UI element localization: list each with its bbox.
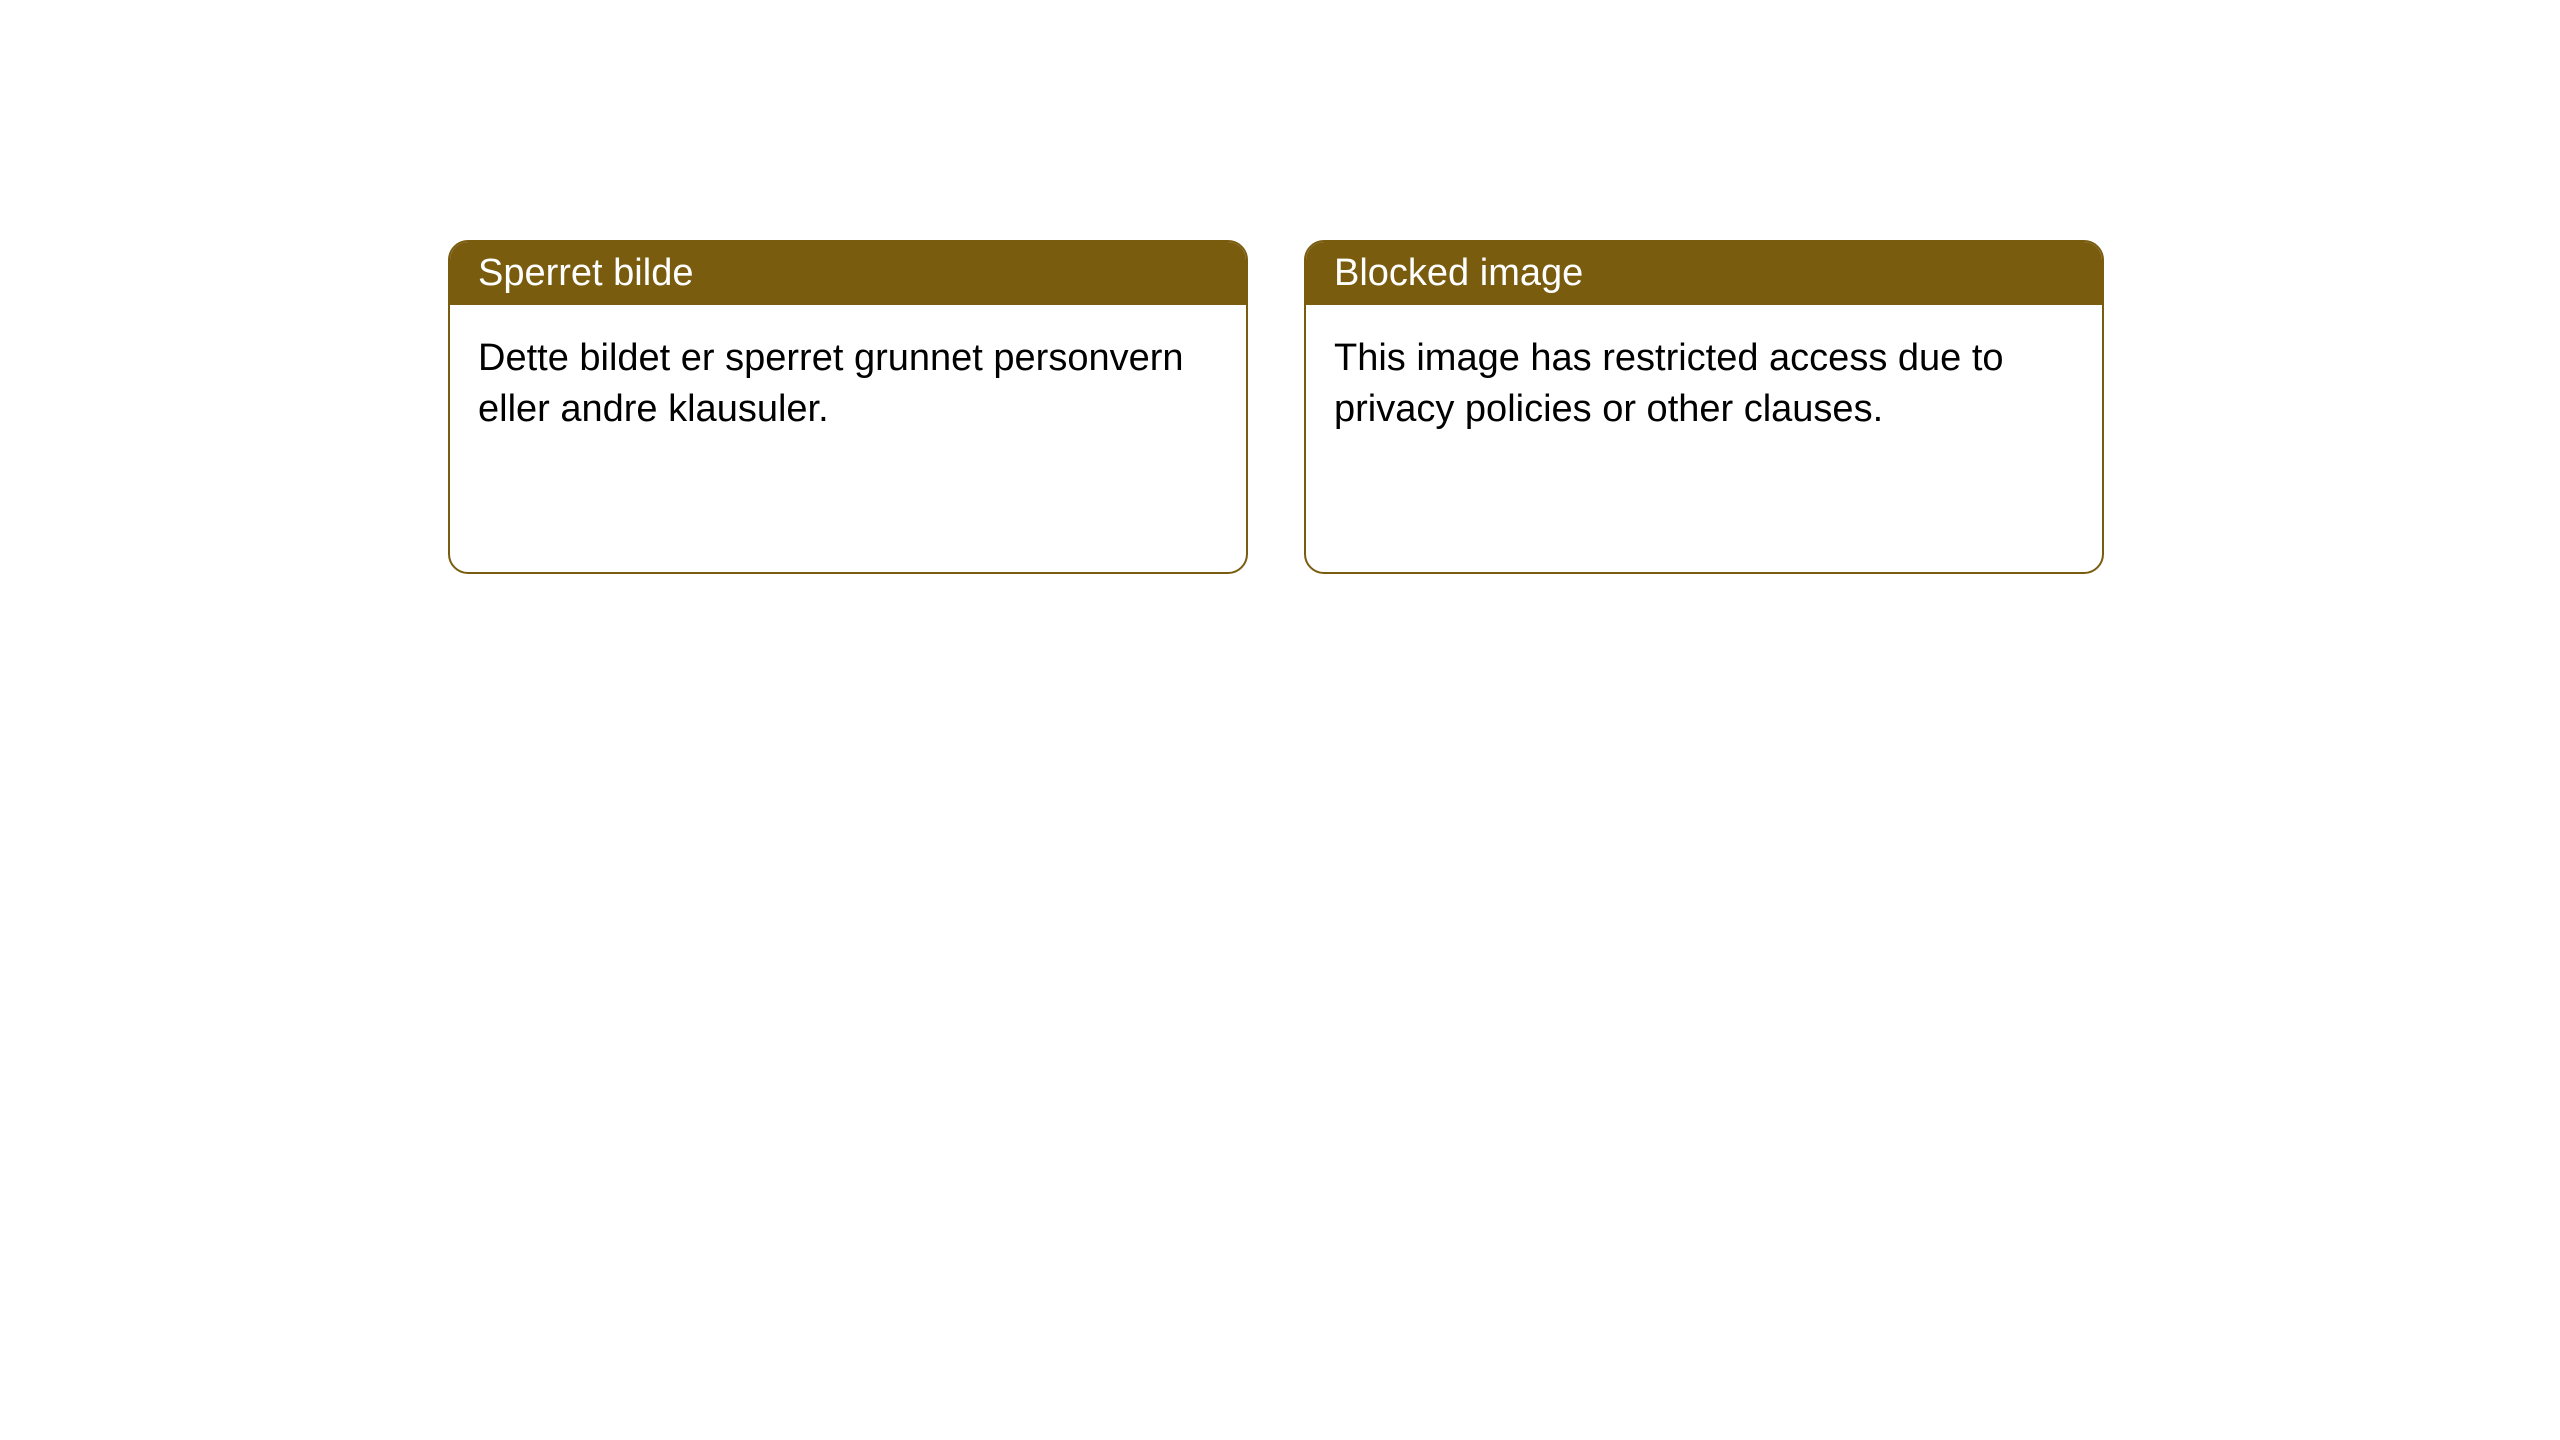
notice-body-english: This image has restricted access due to … [1306,305,2102,464]
notice-container: Sperret bilde Dette bildet er sperret gr… [0,0,2560,574]
notice-header-english: Blocked image [1306,242,2102,305]
notice-card-norwegian: Sperret bilde Dette bildet er sperret gr… [448,240,1248,574]
notice-header-norwegian: Sperret bilde [450,242,1246,305]
notice-body-norwegian: Dette bildet er sperret grunnet personve… [450,305,1246,464]
notice-card-english: Blocked image This image has restricted … [1304,240,2104,574]
